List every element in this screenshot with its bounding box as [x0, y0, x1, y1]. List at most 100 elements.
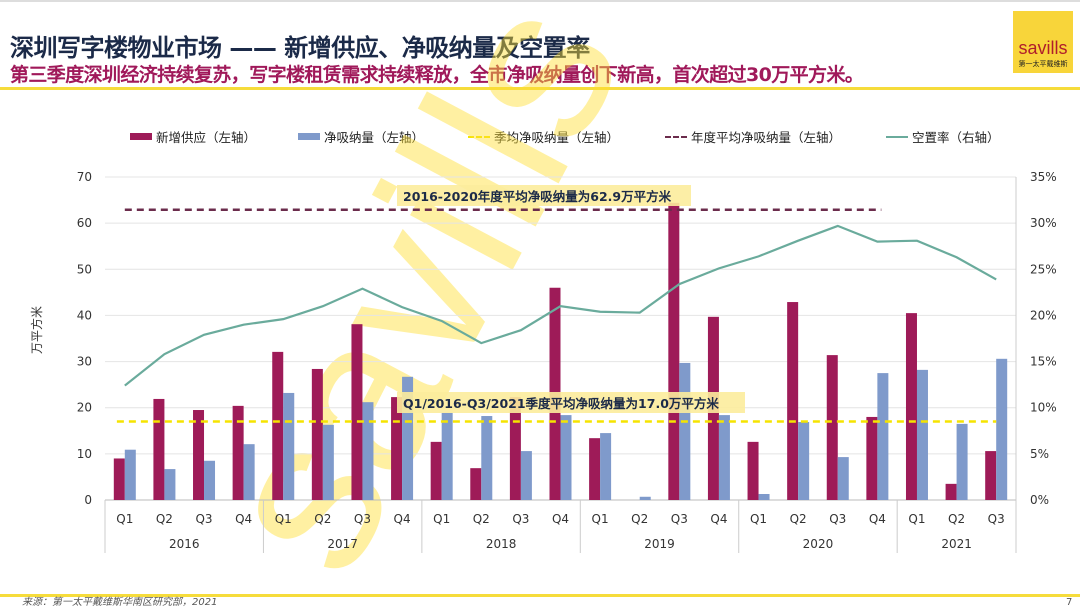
bar-absorption	[164, 469, 176, 500]
y2-tick-label: 30%	[1030, 216, 1057, 230]
legend-label: 新增供应（左轴）	[156, 130, 257, 145]
y2-tick-label: 15%	[1030, 355, 1057, 369]
line-vacancy-rate	[124, 224, 997, 387]
legend-item-supply: 新增供应（左轴）	[130, 127, 256, 146]
bar-absorption	[441, 412, 453, 500]
bar-absorption	[996, 358, 1008, 500]
x-tick-label: Q2	[314, 512, 331, 526]
savills-logo: savills 第一太平戴维斯	[1013, 11, 1073, 73]
y-tick-label: 70	[77, 170, 92, 184]
bar-supply	[945, 483, 957, 500]
legend-label: 季均净吸纳量（左轴）	[494, 130, 620, 145]
annotation-box	[397, 392, 745, 413]
bar-absorption	[877, 373, 889, 500]
page-number: 7	[1066, 597, 1073, 608]
y2-tick-label: 10%	[1030, 401, 1057, 415]
x-tick-label: Q3	[512, 512, 529, 526]
bar-absorption	[362, 402, 374, 500]
legend-swatch	[665, 135, 687, 138]
page-title: 深圳写字楼物业市场 —— 新增供应、净吸纳量及空置率	[10, 34, 590, 62]
bar-absorption	[322, 424, 334, 500]
y-tick-label: 50	[77, 262, 92, 276]
legend-swatch	[886, 135, 908, 138]
header-rule	[0, 87, 1080, 90]
bar-absorption	[560, 415, 572, 500]
bar-supply	[351, 324, 363, 500]
bar-supply	[866, 416, 878, 500]
bar-absorption	[956, 423, 968, 500]
y2-tick-label: 25%	[1030, 262, 1057, 276]
bar-supply	[113, 458, 125, 500]
y-axis-label: 万平方米	[29, 306, 44, 354]
x-year-label: 2020	[803, 537, 834, 551]
x-tick-label: Q1	[908, 512, 925, 526]
bar-absorption	[243, 444, 255, 500]
bar-supply	[905, 313, 917, 500]
legend-item-quarterly-avg: 季均净吸纳量（左轴）	[468, 127, 619, 146]
legend-item-vacancy: 空置率（右轴）	[886, 127, 1000, 146]
bar-supply	[311, 368, 323, 500]
y-tick-label: 40	[77, 308, 92, 322]
y-tick-label: 10	[77, 447, 92, 461]
logo-text: savills	[1018, 38, 1068, 58]
bar-absorption	[679, 362, 691, 500]
page-subtitle: 第三季度深圳经济持续复苏，写字楼租赁需求持续释放，全市净吸纳量创下新高，首次超过…	[10, 64, 864, 86]
bar-supply	[153, 398, 165, 500]
top-border	[0, 0, 1080, 2]
x-tick-label: Q4	[710, 512, 727, 526]
legend-label: 年度平均净吸纳量（左轴）	[691, 130, 842, 145]
x-tick-label: Q2	[631, 512, 648, 526]
x-tick-label: Q3	[671, 512, 688, 526]
y-tick-label: 60	[77, 216, 92, 230]
bar-supply	[272, 351, 284, 500]
bar-supply	[193, 410, 205, 500]
x-year-label: 2019	[644, 537, 675, 551]
x-tick-label: Q4	[394, 512, 411, 526]
x-year-label: 2021	[941, 537, 972, 551]
annotation-quarterly-avg: Q1/2016-Q3/2021季度平均净吸纳量为17.0万平方米	[403, 396, 719, 411]
bar-supply	[232, 405, 244, 500]
bar-supply	[430, 441, 442, 500]
legend-label: 净吸纳量（左轴）	[324, 130, 425, 145]
bar-absorption	[916, 369, 928, 500]
bar-absorption	[204, 460, 216, 500]
legend-label: 空置率（右轴）	[912, 130, 1000, 145]
x-year-label: 2018	[486, 537, 517, 551]
bar-supply	[985, 451, 997, 500]
legend-swatch	[298, 133, 320, 140]
bar-absorption	[758, 494, 770, 500]
source-note: 来源：第一太平戴维斯华南区研究部，2021	[22, 597, 218, 608]
annotation-annual-avg: 2016-2020年度平均净吸纳量为62.9万平方米	[403, 189, 672, 204]
y-tick-label: 30	[77, 355, 92, 369]
x-tick-label: Q1	[592, 512, 609, 526]
bar-absorption	[798, 422, 810, 500]
y2-tick-label: 5%	[1030, 447, 1049, 461]
bar-supply	[509, 397, 521, 500]
x-tick-label: Q2	[473, 512, 490, 526]
x-tick-label: Q1	[750, 512, 767, 526]
x-tick-label: Q2	[156, 512, 173, 526]
bar-absorption	[520, 451, 532, 500]
bar-supply	[826, 355, 838, 500]
logo-subtext: 第一太平戴维斯	[1018, 60, 1068, 68]
chart-legend: 新增供应（左轴） 净吸纳量（左轴） 季均净吸纳量（左轴） 年度平均净吸纳量（左轴…	[0, 127, 1080, 146]
bar-absorption	[600, 433, 612, 500]
bar-absorption	[283, 392, 295, 500]
y2-tick-label: 0%	[1030, 493, 1049, 507]
x-tick-label: Q3	[988, 512, 1005, 526]
bar-supply	[589, 438, 601, 500]
x-year-label: 2017	[327, 537, 358, 551]
legend-swatch	[468, 135, 490, 138]
y-tick-label: 20	[77, 401, 92, 415]
x-tick-label: Q2	[790, 512, 807, 526]
x-tick-label: Q4	[552, 512, 569, 526]
bar-supply	[470, 468, 482, 500]
y-tick-label: 0	[84, 493, 92, 507]
x-tick-label: Q4	[235, 512, 252, 526]
bar-supply	[391, 397, 403, 500]
x-tick-label: Q3	[829, 512, 846, 526]
footer-rule	[0, 594, 1080, 597]
bar-supply	[787, 302, 799, 500]
x-year-label: 2016	[169, 537, 200, 551]
bar-absorption	[837, 457, 849, 500]
